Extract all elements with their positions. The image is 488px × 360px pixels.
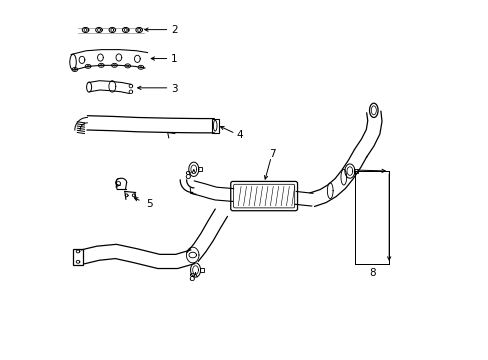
Text: 5: 5: [145, 199, 152, 209]
Text: 8: 8: [188, 273, 195, 283]
Text: 1: 1: [171, 54, 178, 64]
Text: 8: 8: [183, 171, 190, 181]
Text: 2: 2: [171, 25, 178, 35]
Text: 6: 6: [114, 178, 121, 188]
Text: 4: 4: [236, 130, 243, 140]
Text: 8: 8: [368, 268, 375, 278]
Text: 3: 3: [171, 84, 178, 94]
Text: 7: 7: [269, 149, 276, 159]
Bar: [354, 171, 388, 264]
